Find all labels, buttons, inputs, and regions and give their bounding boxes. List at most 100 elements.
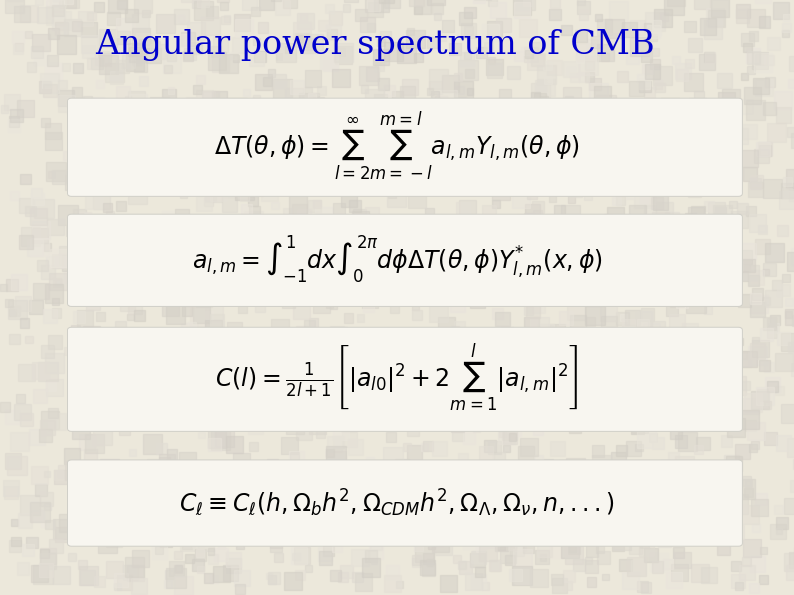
- Bar: [384, 42, 403, 61]
- Bar: [203, 368, 219, 384]
- Bar: [165, 239, 183, 256]
- Bar: [515, 474, 533, 493]
- Bar: [206, 321, 224, 339]
- Bar: [585, 305, 605, 325]
- Bar: [557, 337, 570, 350]
- Bar: [607, 207, 623, 224]
- Bar: [554, 205, 565, 215]
- Bar: [604, 245, 621, 261]
- Bar: [548, 183, 557, 192]
- Bar: [384, 575, 402, 592]
- Bar: [788, 552, 794, 568]
- Bar: [280, 154, 291, 165]
- Bar: [499, 89, 511, 101]
- Bar: [341, 565, 353, 578]
- Bar: [145, 40, 159, 55]
- Bar: [183, 469, 189, 476]
- Bar: [499, 168, 512, 181]
- Bar: [462, 133, 480, 150]
- Bar: [399, 221, 412, 235]
- Bar: [603, 521, 616, 534]
- Bar: [164, 65, 172, 73]
- Bar: [430, 176, 445, 192]
- Bar: [767, 381, 777, 392]
- Bar: [344, 314, 353, 322]
- Bar: [91, 496, 100, 505]
- Bar: [78, 560, 87, 569]
- Bar: [619, 559, 632, 571]
- Bar: [426, 343, 443, 361]
- Bar: [563, 87, 580, 105]
- Bar: [694, 92, 703, 101]
- Bar: [235, 181, 254, 200]
- Bar: [533, 169, 544, 180]
- Bar: [108, 0, 127, 14]
- Bar: [194, 1, 213, 20]
- Bar: [159, 183, 166, 190]
- Bar: [723, 240, 739, 256]
- Bar: [634, 401, 653, 421]
- Bar: [485, 181, 496, 192]
- Bar: [223, 565, 238, 581]
- Bar: [467, 339, 487, 358]
- Bar: [764, 102, 776, 115]
- Bar: [139, 39, 151, 51]
- Bar: [35, 0, 43, 5]
- Bar: [476, 279, 486, 289]
- Bar: [169, 561, 184, 577]
- Bar: [156, 173, 168, 184]
- Bar: [784, 14, 790, 21]
- Bar: [751, 499, 768, 516]
- Bar: [549, 441, 565, 456]
- Bar: [367, 335, 382, 350]
- Bar: [261, 184, 278, 201]
- Bar: [291, 452, 299, 461]
- Bar: [502, 425, 517, 440]
- Bar: [576, 0, 584, 5]
- Bar: [407, 29, 414, 35]
- Bar: [215, 289, 225, 299]
- Bar: [163, 55, 181, 73]
- Bar: [148, 105, 160, 117]
- Bar: [155, 283, 174, 303]
- Bar: [456, 202, 469, 216]
- Bar: [579, 10, 588, 20]
- Bar: [688, 184, 701, 197]
- Bar: [755, 239, 769, 254]
- FancyBboxPatch shape: [67, 214, 742, 306]
- Bar: [627, 221, 634, 228]
- Bar: [82, 154, 95, 167]
- Bar: [402, 79, 418, 95]
- Bar: [649, 553, 669, 571]
- Bar: [202, 367, 214, 380]
- Bar: [676, 287, 688, 300]
- Bar: [485, 333, 503, 350]
- Bar: [596, 525, 607, 535]
- Bar: [653, 247, 671, 264]
- Bar: [10, 306, 21, 316]
- Bar: [490, 560, 500, 571]
- Bar: [338, 221, 346, 229]
- Bar: [41, 521, 48, 527]
- Bar: [106, 211, 114, 219]
- Bar: [739, 565, 755, 580]
- Bar: [101, 476, 114, 488]
- Bar: [580, 336, 595, 350]
- Bar: [108, 493, 123, 508]
- Bar: [727, 270, 735, 278]
- Bar: [511, 273, 518, 280]
- Bar: [270, 160, 283, 174]
- Bar: [324, 468, 337, 481]
- Bar: [259, 0, 274, 10]
- Bar: [531, 83, 549, 102]
- Bar: [388, 190, 396, 198]
- Bar: [449, 43, 461, 55]
- Bar: [309, 318, 318, 328]
- Bar: [620, 228, 639, 248]
- Bar: [792, 133, 794, 148]
- Bar: [776, 436, 792, 451]
- Bar: [299, 93, 318, 112]
- Bar: [87, 412, 98, 423]
- Bar: [538, 79, 556, 96]
- Bar: [265, 148, 277, 160]
